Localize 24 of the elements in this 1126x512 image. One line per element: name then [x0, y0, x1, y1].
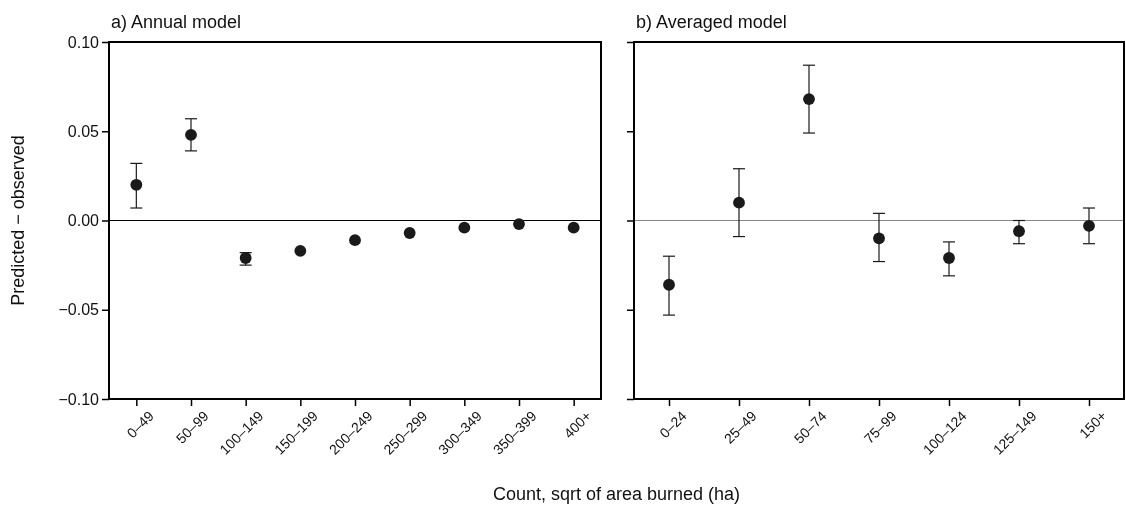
chart-title: b) Averaged model — [636, 12, 787, 32]
y-tick-label: −0.05 — [58, 301, 100, 319]
point — [873, 232, 885, 245]
point — [663, 278, 675, 291]
point — [567, 221, 580, 234]
point — [733, 196, 745, 209]
point — [185, 128, 197, 141]
point — [458, 221, 471, 234]
y-tick-label: 0.05 — [67, 122, 100, 140]
x-axis-title: Count, sqrt of area burned (ha) — [492, 484, 741, 504]
y-tick-label: 0.10 — [67, 33, 100, 51]
y-tick-label: −0.10 — [58, 390, 100, 408]
y-tick-label: 0.00 — [67, 212, 100, 230]
point — [1083, 219, 1095, 232]
point — [349, 234, 361, 247]
point — [294, 244, 307, 257]
point — [1013, 225, 1025, 238]
chart-title: a) Annual model — [111, 12, 242, 32]
point — [403, 227, 416, 239]
point — [803, 93, 815, 106]
point — [130, 178, 143, 191]
y-axis-title: Predicted − observed — [8, 135, 28, 306]
point — [943, 252, 955, 264]
point — [513, 218, 525, 230]
